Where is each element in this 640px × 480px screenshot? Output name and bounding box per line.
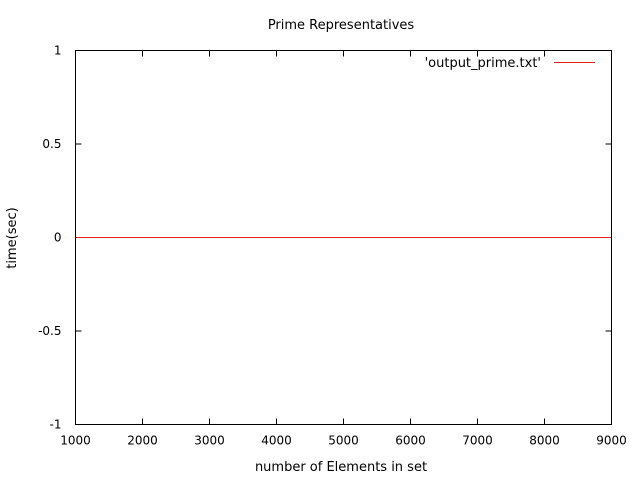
x-axis: 1000 2000 3000 4000 5000 6000 7000 8000 9000 (60, 50, 627, 448)
legend-label: 'output_prime.txt' (425, 56, 541, 71)
x-tick-label: 6000 (395, 434, 426, 448)
legend: 'output_prime.txt' (425, 56, 595, 71)
x-tick-label: 4000 (261, 434, 292, 448)
y-tick-label: 1 (54, 44, 62, 58)
y-tick-label: 0 (54, 231, 62, 245)
x-tick-label: 9000 (596, 434, 627, 448)
y-axis-label: time(sec) (5, 207, 20, 268)
y-tick-label: -0.5 (38, 324, 61, 338)
x-tick-label: 8000 (529, 434, 560, 448)
x-tick-label: 1000 (60, 434, 91, 448)
x-tick-label: 3000 (194, 434, 225, 448)
y-axis: -1 -0.5 0 0.5 1 (38, 44, 612, 432)
plot-frame (75, 50, 612, 425)
x-tick-label: 7000 (462, 434, 493, 448)
y-tick-label: -1 (50, 418, 62, 432)
y-tick-label: 0.5 (42, 137, 61, 151)
x-tick-label: 2000 (127, 434, 158, 448)
chart-title: Prime Representatives (268, 18, 415, 33)
x-axis-label: number of Elements in set (255, 460, 427, 475)
x-tick-label: 5000 (328, 434, 359, 448)
